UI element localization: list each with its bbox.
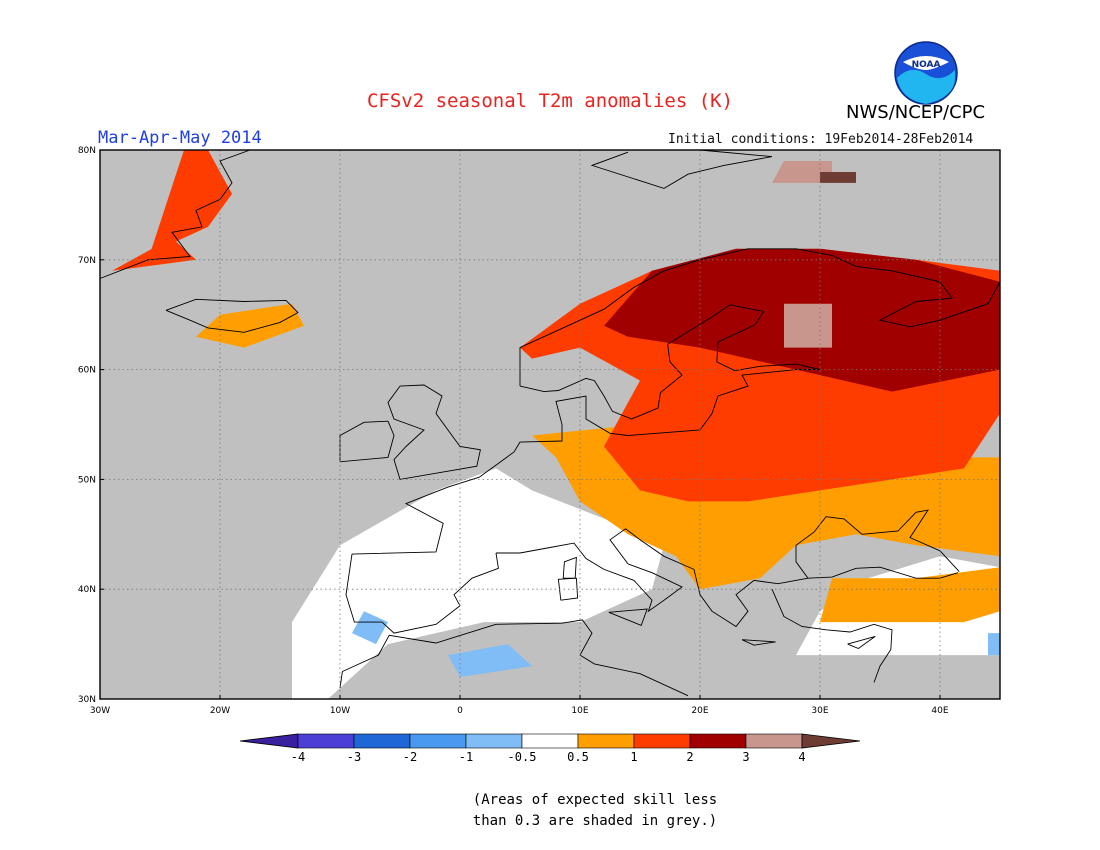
colorbar: -4 -3 -2 -1 -0.5 0.5 1 2 3 4 <box>239 733 861 764</box>
coastline <box>847 635 876 650</box>
colorbar-segment <box>409 733 467 749</box>
lon-label: 10W <box>330 706 350 716</box>
coastline <box>519 248 1001 387</box>
map-title: CFSv2 seasonal T2m anomalies (K) <box>366 90 734 112</box>
coastline <box>771 589 893 683</box>
anomaly-region-warm_05 <box>820 567 1000 623</box>
colorbar-segment <box>633 733 691 749</box>
colorbar-label: -2 <box>403 750 417 764</box>
colorbar-label: 3 <box>742 750 749 764</box>
coastline <box>387 384 481 480</box>
colorbar-label: -3 <box>347 750 361 764</box>
anomaly-region-warm_4 <box>820 172 856 183</box>
coastline <box>557 577 579 601</box>
lon-label: 20E <box>691 706 708 716</box>
colorbar-label: -0.5 <box>508 750 537 764</box>
colorbar-label: -4 <box>291 750 305 764</box>
colorbar-label: 0.5 <box>567 750 589 764</box>
colorbar-label: -1 <box>459 750 473 764</box>
skill-note-line1: (Areas of expected skill less <box>472 792 718 808</box>
coastline <box>351 369 820 555</box>
colorbar-segment <box>521 733 579 749</box>
anomaly-region-warm_3 <box>784 303 832 348</box>
lat-label: 30N <box>78 695 96 705</box>
coastline <box>165 298 299 333</box>
lat-label: 60N <box>78 366 96 376</box>
coastline <box>741 639 776 646</box>
initial-conditions: Initial conditions: 19Feb2014-28Feb2014 <box>668 132 974 147</box>
anomaly-region-cold_05 <box>988 633 1000 656</box>
colorbar-segment <box>689 733 747 749</box>
colorbar-left-arrow <box>239 733 299 749</box>
map-frame <box>99 149 1001 700</box>
anomaly-region-warm_05 <box>196 303 304 348</box>
lat-label: 80N <box>78 146 96 156</box>
anomaly-region-warm_1 <box>112 237 196 271</box>
coastline <box>590 149 773 189</box>
anomaly-region-warm_3 <box>772 161 832 183</box>
coastlines <box>99 149 1001 697</box>
axis-labels: 30N 40N 50N 60N 70N 80N 30W 20W 10W 0 10E 20E 30E 40E <box>78 146 949 716</box>
skill-note-line2: than 0.3 are shaded in grey.) <box>472 813 718 829</box>
lon-label: 20W <box>210 706 230 716</box>
lon-label: 30W <box>90 706 110 716</box>
lon-label: 10E <box>571 706 588 716</box>
colorbar-segment <box>297 733 355 749</box>
lon-label: 40E <box>931 706 948 716</box>
lat-label: 70N <box>78 256 96 266</box>
anomaly-grid <box>100 150 1000 699</box>
colorbar-segment <box>353 733 411 749</box>
coastline <box>99 149 251 279</box>
colorbar-segment <box>577 733 635 749</box>
lon-label: 0 <box>457 706 463 716</box>
colorbar-segment <box>745 733 803 749</box>
colorbar-segment <box>465 733 523 749</box>
graticule <box>100 150 1000 699</box>
skill-note: (Areas of expected skill less than 0.3 a… <box>0 790 1100 832</box>
colorbar-label: 1 <box>630 750 637 764</box>
coastline <box>608 608 648 626</box>
coastline <box>519 304 821 420</box>
anomaly-region-warm_1 <box>148 150 232 260</box>
colorbar-right-arrow <box>801 733 861 749</box>
coastline <box>496 509 960 628</box>
lon-label: 30E <box>811 706 828 716</box>
lat-label: 40N <box>78 585 96 595</box>
logo-text: NOAA <box>912 60 941 70</box>
forecast-period: Mar-Apr-May 2014 <box>98 128 262 148</box>
anomaly-region-cold_05 <box>448 644 532 677</box>
lat-label: 50N <box>78 475 96 485</box>
colorbar-label: 2 <box>686 750 693 764</box>
coastline <box>345 552 499 634</box>
anomaly-region-cold_05 <box>352 611 388 645</box>
colorbar-label: 4 <box>798 750 805 764</box>
anomaly-region-neutral <box>292 468 664 699</box>
coastline <box>339 619 689 697</box>
noaa-logo-icon: NOAA <box>894 41 958 105</box>
agency-label: NWS/NCEP/CPC <box>846 102 986 123</box>
